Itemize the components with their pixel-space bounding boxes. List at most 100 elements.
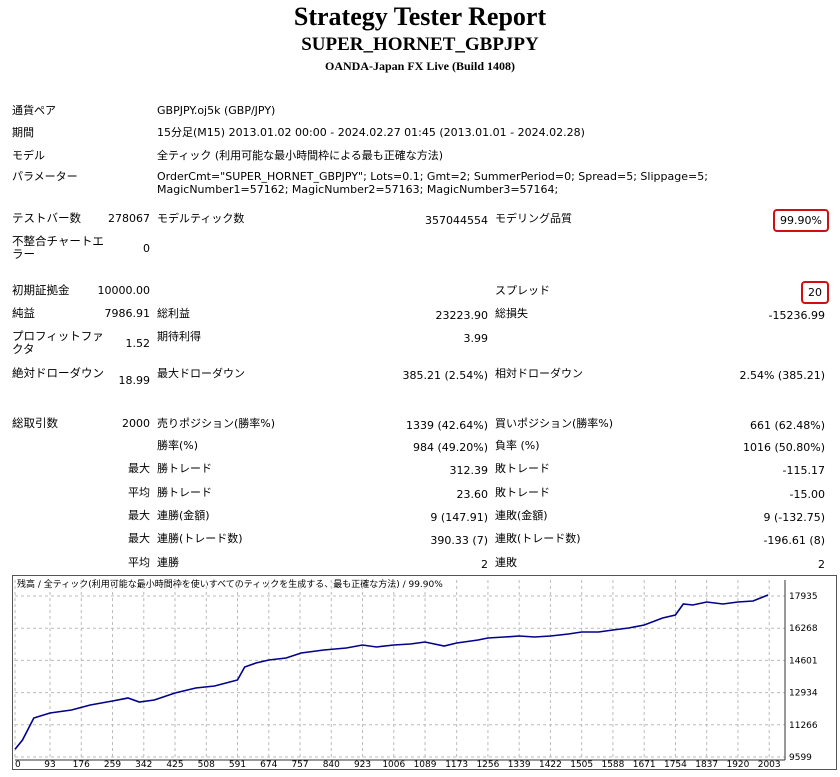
stat-label: 連敗(トレード数) — [495, 532, 581, 545]
stat-value: -115.17 — [782, 464, 825, 477]
x-tick-label: 342 — [135, 760, 152, 770]
stat-value: 9 (147.91) — [430, 511, 488, 524]
x-tick-label: 1173 — [445, 760, 468, 770]
y-tick-label: 14601 — [789, 656, 818, 666]
chart-caption: 残高 / 全ティック(利用可能な最小時間枠を使いすべてのティックを生成する、最も… — [17, 578, 443, 590]
stat-label: 売りポジション(勝率%) — [157, 417, 276, 430]
equity-chart: 残高 / 全ティック(利用可能な最小時間枠を使いすべてのティックを生成する、最も… — [12, 575, 837, 770]
x-tick-label: 0 — [15, 760, 21, 770]
y-tick-label: 9599 — [789, 753, 812, 763]
x-tick-label: 674 — [260, 760, 277, 770]
x-tick-label: 840 — [323, 760, 340, 770]
stat-label: 期待利得 — [157, 330, 201, 343]
stat-value: 平均 — [128, 486, 150, 499]
stat-value: 20 — [801, 281, 829, 304]
stat-label: 敗トレード — [495, 462, 550, 475]
info-label: モデル — [12, 149, 45, 162]
stat-label: モデルティック数 — [157, 212, 245, 225]
info-value: 15分足(M15) 2013.01.02 00:00 - 2024.02.27 … — [157, 126, 585, 139]
stat-value: 2 — [818, 558, 825, 571]
stat-value: 1339 (42.64%) — [405, 419, 488, 432]
stat-label: 初期証拠金 — [12, 283, 70, 297]
stat-value: 9 (-132.75) — [763, 511, 825, 524]
stat-value: 7986.91 — [104, 307, 151, 320]
stat-label: 総利益 — [157, 307, 190, 320]
info-value: OrderCmt="SUPER_HORNET_GBPJPY"; Lots=0.1… — [157, 170, 708, 196]
x-tick-label: 1422 — [539, 760, 562, 770]
stat-value: 18.99 — [118, 374, 151, 387]
info-value: GBPJPY.oj5k (GBP/JPY) — [157, 104, 276, 117]
x-tick-label: 1505 — [570, 760, 593, 770]
info-label: パラメーター — [12, 170, 78, 183]
stat-label: 連勝(金額) — [157, 509, 210, 522]
stat-value: 0 — [143, 242, 150, 255]
stat-value: 3.99 — [463, 332, 489, 345]
x-tick-label: 2003 — [758, 760, 781, 770]
x-tick-label: 1339 — [508, 760, 531, 770]
stat-value: 最大 — [128, 462, 150, 475]
chart-frame — [12, 575, 837, 770]
x-tick-label: 176 — [73, 760, 90, 770]
x-tick-label: 1006 — [382, 760, 405, 770]
stat-value: 357044554 — [425, 214, 488, 227]
stat-value: 1016 (50.80%) — [742, 441, 825, 454]
stat-label: モデリング品質 — [495, 212, 572, 225]
info-label: 期間 — [12, 126, 34, 139]
stat-label: 相対ドローダウン — [495, 367, 583, 380]
x-tick-label: 591 — [229, 760, 246, 770]
x-tick-label: 1671 — [633, 760, 656, 770]
stat-label: 勝トレード — [157, 462, 212, 475]
report-subtitle: SUPER_HORNET_GBPJPY — [301, 34, 539, 55]
x-tick-label: 923 — [354, 760, 371, 770]
y-tick-label: 16268 — [789, 624, 818, 634]
stat-label: 最大ドローダウン — [157, 367, 245, 380]
stat-value: 312.39 — [449, 464, 489, 477]
stat-label: 連敗 — [495, 556, 517, 569]
stat-label: 不整合チャートエラー — [12, 234, 104, 261]
stat-value: 2000 — [122, 417, 150, 430]
stat-value: 984 (49.20%) — [412, 441, 488, 454]
stat-value: 1.52 — [125, 337, 151, 350]
stat-label: 敗トレード — [495, 486, 550, 499]
x-tick-label: 93 — [44, 760, 55, 770]
stat-label: 負率 (%) — [495, 439, 540, 452]
stat-value: 23223.90 — [435, 309, 489, 322]
stat-label: テストバー数 — [12, 211, 81, 225]
stat-label: プロフィットファクタ — [12, 329, 104, 356]
stat-value: 99.90% — [773, 209, 829, 232]
stat-value: -15236.99 — [768, 309, 825, 322]
stat-value: 最大 — [128, 532, 150, 545]
x-tick-label: 1256 — [476, 760, 499, 770]
y-tick-label: 11266 — [789, 721, 818, 731]
x-tick-label: 259 — [104, 760, 121, 770]
x-tick-label: 1588 — [601, 760, 624, 770]
stat-value: 最大 — [128, 509, 150, 522]
stat-label: 連勝 — [157, 556, 179, 569]
stat-value: -196.61 (8) — [763, 534, 825, 547]
info-value: 全ティック (利用可能な最小時間枠による最も正確な方法) — [157, 149, 444, 162]
stat-value: 385.21 (2.54%) — [402, 369, 488, 382]
stat-value: 2 — [481, 558, 488, 571]
stat-value: 平均 — [128, 556, 150, 569]
stat-value: 390.33 (7) — [430, 534, 488, 547]
stat-value: 23.60 — [456, 488, 489, 501]
x-tick-label: 1754 — [664, 760, 687, 770]
stat-label: 絶対ドローダウン — [12, 366, 104, 380]
stat-label: 勝率(%) — [157, 439, 199, 452]
stat-value: 661 (62.48%) — [749, 419, 825, 432]
stat-value: 10000.00 — [97, 284, 151, 297]
report-title: Strategy Tester Report — [293, 2, 547, 31]
stat-label: スプレッド — [495, 284, 550, 297]
stat-label: 総損失 — [495, 307, 528, 320]
y-tick-label: 12934 — [789, 689, 818, 699]
stat-label: 総取引数 — [12, 416, 58, 430]
x-tick-label: 425 — [166, 760, 183, 770]
stat-value: 278067 — [108, 212, 150, 225]
x-tick-label: 1920 — [726, 760, 749, 770]
equity-line — [14, 594, 769, 750]
stat-label: 買いポジション(勝率%) — [495, 417, 614, 430]
stat-label: 連敗(金額) — [495, 509, 548, 522]
stat-label: 勝トレード — [157, 486, 212, 499]
stat-value: 2.54% (385.21) — [739, 369, 825, 382]
